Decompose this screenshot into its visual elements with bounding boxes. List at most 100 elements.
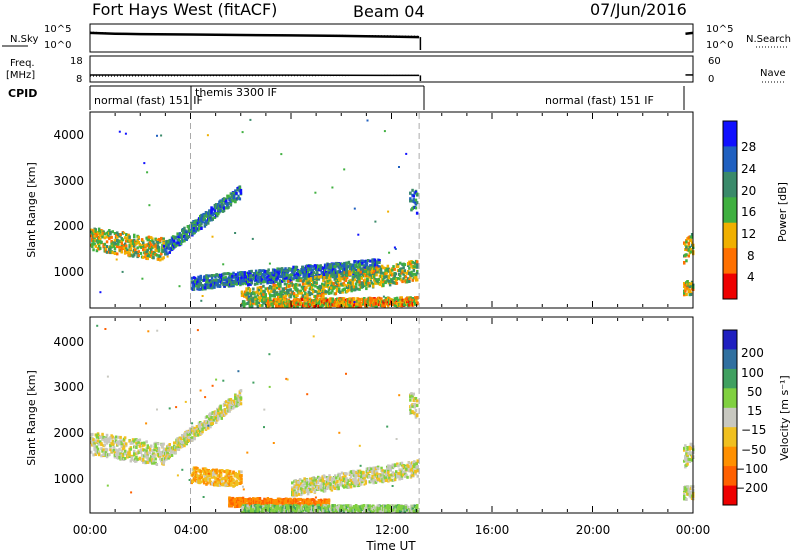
power-cell: [192, 287, 196, 291]
power-cell: [277, 272, 281, 276]
power-cell: [373, 267, 376, 271]
power-ylabel: Slant Range [km]: [25, 162, 38, 258]
velocity-cell: [116, 440, 119, 444]
power-cell: [685, 293, 688, 297]
power-cell: [269, 285, 272, 288]
power-cell: [230, 278, 233, 281]
power-cell: [143, 162, 146, 165]
power-cell: [136, 246, 139, 250]
power-cell: [359, 270, 362, 274]
power-cell: [319, 275, 323, 279]
power-cell: [314, 289, 317, 293]
velocity-cell: [145, 440, 148, 444]
velocity-cell: [317, 499, 320, 502]
velocity-cell: [208, 422, 211, 426]
power-cell: [199, 223, 202, 227]
power-cell: [411, 188, 414, 192]
power-y-axis: 4000 3000 2000 1000: [53, 128, 84, 279]
power-cell: [299, 279, 302, 283]
power-cell: [335, 261, 338, 265]
power-cell: [343, 168, 346, 171]
velocity-cell: [156, 442, 160, 446]
power-cell: [396, 263, 400, 267]
power-cell: [264, 273, 267, 277]
power-cell: [94, 244, 97, 248]
power-cell: [308, 273, 311, 277]
velocity-cell: [160, 443, 163, 447]
velocity-cell: [221, 480, 224, 484]
velocity-cell: [154, 445, 157, 448]
power-cell: [319, 285, 323, 289]
velocity-cell: [234, 473, 238, 477]
power-cell: [324, 290, 327, 294]
power-cell: [391, 268, 394, 272]
power-cell: [243, 300, 246, 304]
power-cell: [414, 198, 418, 202]
power-cell: [352, 272, 355, 276]
power-cell: [358, 287, 361, 291]
power-cell: [366, 277, 369, 281]
power-cell: [324, 297, 328, 301]
cpid-segment-3: normal (fast) 151 IF: [545, 94, 654, 107]
power-cell: [210, 211, 213, 215]
power-cell: [264, 276, 267, 280]
power-cell: [133, 244, 136, 248]
freq-panel-frame: [89, 55, 694, 83]
velocity-cell: [214, 480, 217, 484]
power-cell: [326, 284, 330, 287]
velocity-cell: [227, 476, 231, 480]
power-cell: [412, 268, 416, 272]
power-cell: [156, 134, 158, 137]
power-cell: [109, 232, 112, 236]
power-cell: [105, 235, 109, 239]
power-cell: [388, 268, 392, 272]
velocity-cell: [191, 425, 194, 429]
power-cell: [341, 290, 344, 294]
power-cell: [340, 277, 343, 281]
power-ytick-2000: 2000: [53, 219, 84, 233]
velocity-cell: [129, 447, 133, 451]
velocity-cell: [142, 457, 145, 461]
power-cell: [344, 279, 348, 283]
power-cell: [116, 252, 119, 256]
power-cell: [330, 291, 333, 295]
power-cell: [92, 239, 95, 243]
power-cell: [343, 276, 347, 280]
power-cbar-tick-24: 24: [741, 162, 756, 176]
power-cell: [199, 274, 202, 278]
power-cell: [142, 248, 145, 252]
power-cell: [334, 292, 338, 296]
power-cell: [407, 270, 410, 273]
power-cell: [261, 299, 264, 303]
power-cell: [239, 188, 243, 192]
power-cell: [193, 276, 197, 280]
power-cell: [384, 296, 388, 300]
velocity-cell: [207, 426, 210, 430]
velocity-cell: [185, 442, 188, 446]
power-cell: [300, 291, 304, 295]
power-cell: [265, 278, 268, 282]
power-cell: [97, 227, 101, 231]
velocity-cell: [214, 416, 218, 420]
power-cell: [354, 285, 358, 289]
power-cell: [144, 248, 147, 252]
velocity-cell: [200, 476, 204, 480]
velocity-cell: [225, 411, 228, 415]
power-cell: [415, 211, 419, 215]
power-cell: [123, 250, 127, 253]
velocity-cell: [128, 439, 131, 443]
power-cell: [213, 279, 216, 283]
power-cell: [356, 270, 359, 274]
velocity-cell: [204, 420, 208, 423]
power-cell: [383, 130, 386, 133]
power-cell: [366, 119, 369, 122]
velocity-cell: [204, 475, 207, 478]
power-cell: [103, 232, 107, 236]
power-cell: [194, 225, 197, 228]
power-cell: [405, 271, 409, 275]
power-cell: [104, 248, 108, 252]
power-cell: [124, 132, 127, 135]
power-cell: [329, 269, 333, 273]
power-cell: [135, 242, 138, 246]
power-cell: [408, 280, 411, 283]
